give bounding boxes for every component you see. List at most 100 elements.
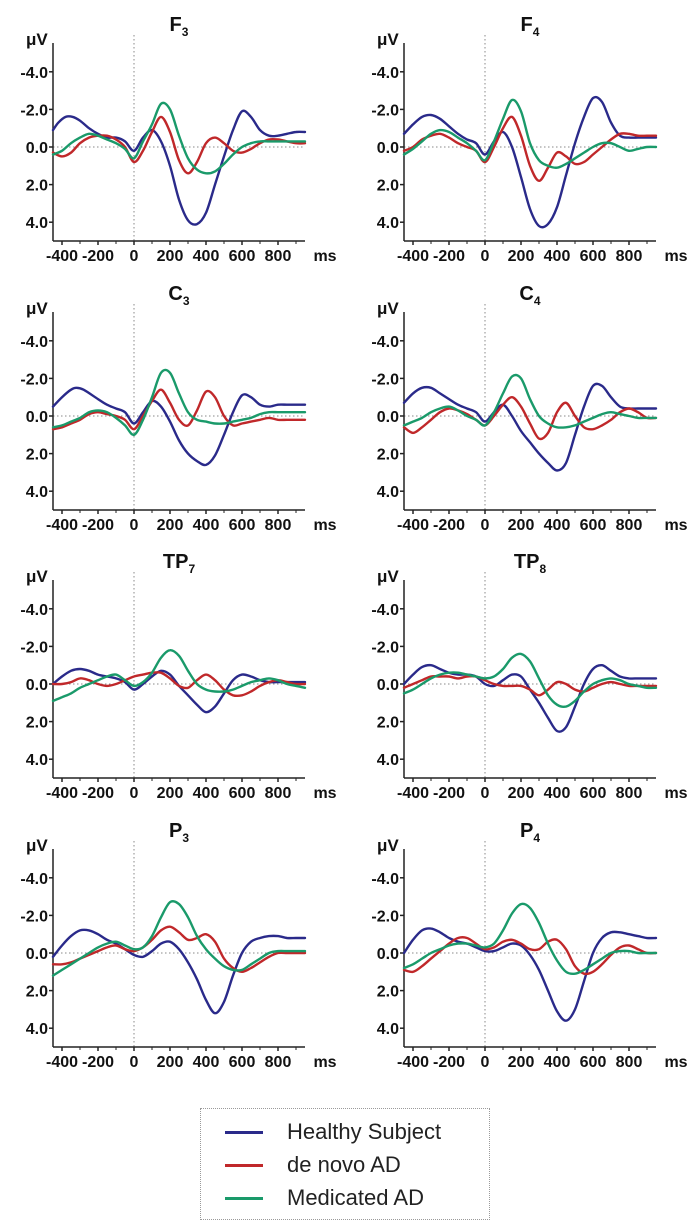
x-tick-label: -400 [397,1054,429,1071]
series-line-healthy [402,95,658,229]
x-tick-label: 400 [193,517,220,534]
y-tick-label: 4.0 [26,1021,48,1038]
x-tick-label: 0 [481,248,490,265]
x-tick-label: -200 [433,785,465,802]
x-unit-label: ms [313,517,336,534]
y-tick-label: -4.0 [20,334,48,351]
x-tick-label: 400 [193,248,220,265]
y-unit-label: μV [26,30,48,49]
x-tick-label: 0 [481,1054,490,1071]
x-tick-label: 800 [265,517,292,534]
y-tick-label: 0.0 [377,677,399,694]
x-tick-label: 800 [616,248,643,265]
x-tick-label: 0 [130,248,139,265]
y-unit-label: μV [26,567,48,586]
x-tick-label: -200 [82,785,114,802]
y-tick-label: -4.0 [371,871,399,888]
x-tick-label: 800 [616,785,643,802]
panel-title-c3: C3 [168,283,189,308]
y-tick-label: 0.0 [26,946,48,963]
panel-c4: C4 μV -4.0 -2.0 0.0 2.0 4.0 -400 -200 0 200 400 600 8… [371,283,687,534]
panel-title-sub-tp7: 7 [188,562,195,576]
legend-item-medicated: Medicated AD [225,1183,424,1213]
legend-swatch-healthy [225,1130,263,1134]
panel-c3: C3 μV -4.0 -2.0 0.0 2.0 4.0 -400 -200 0 200 400 600 8… [20,283,336,534]
panel-title-main-p3: P [169,820,182,842]
x-tick-label: -400 [46,1054,78,1071]
x-tick-label: 200 [157,785,184,802]
legend-label-denovo: de novo AD [287,1152,401,1177]
panel-title-sub-tp8: 8 [539,562,546,576]
x-tick-label: 400 [193,785,220,802]
panel-title-main-f3: F [170,14,182,36]
series-line-medicated [402,373,658,429]
y-tick-label: 0.0 [26,140,48,157]
y-tick-label: -2.0 [20,102,48,119]
x-tick-label: -400 [46,785,78,802]
y-tick-label: 0.0 [377,140,399,157]
panel-title-main-p4: P [520,820,533,842]
x-tick-label: -400 [397,248,429,265]
series-line-medicated [402,902,658,976]
y-tick-label: 2.0 [26,178,48,195]
panel-title-tp8: TP8 [514,551,547,576]
x-tick-label: 0 [130,517,139,534]
panel-p4: P4 μV -4.0 -2.0 0.0 2.0 4.0 -400 -200 0 200 400 600 8… [371,820,687,1071]
x-tick-label: 800 [616,1054,643,1071]
x-tick-label: -200 [433,248,465,265]
panel-title-c4: C4 [519,283,540,308]
y-tick-label: -4.0 [20,871,48,888]
y-tick-label: 4.0 [26,484,48,501]
x-tick-label: 800 [265,785,292,802]
series-line-denovo [402,674,658,697]
y-tick-label: -2.0 [20,908,48,925]
x-unit-label: ms [664,517,687,534]
panel-title-main-f4: F [521,14,533,36]
panel-title-p3: P3 [169,820,189,845]
y-tick-label: 2.0 [26,447,48,464]
x-tick-label: 600 [580,248,607,265]
x-tick-label: 400 [544,517,571,534]
panel-title-f4: F4 [521,14,540,39]
panel-title-sub-p4: 4 [533,831,540,845]
x-tick-label: 400 [544,248,571,265]
x-tick-label: 200 [508,1054,535,1071]
panel-tp7: TP7 μV -4.0 -2.0 0.0 2.0 4.0 -400 -200 0 200 400 600… [20,551,336,802]
x-tick-label: 800 [265,1054,292,1071]
x-tick-label: 800 [265,248,292,265]
x-tick-label: 400 [544,1054,571,1071]
y-unit-label: μV [377,299,399,318]
series-line-healthy [402,382,658,472]
legend-label-healthy: Healthy Subject [287,1119,442,1144]
series-line-healthy [402,927,658,1022]
panel-title-p4: P4 [520,820,540,845]
x-tick-label: 600 [580,517,607,534]
x-unit-label: ms [664,248,687,265]
panel-title-main-tp7: TP [163,551,189,573]
x-tick-label: 400 [544,785,571,802]
y-tick-label: -2.0 [20,639,48,656]
y-unit-label: μV [26,299,48,318]
x-tick-label: 200 [508,517,535,534]
x-tick-label: -400 [46,517,78,534]
y-tick-label: 4.0 [26,752,48,769]
panel-title-f3: F3 [170,14,189,39]
y-tick-label: 2.0 [377,178,399,195]
x-tick-label: 0 [481,517,490,534]
panel-title-sub-c3: 3 [183,294,190,308]
y-tick-label: 0.0 [26,409,48,426]
series-line-medicated [51,101,307,175]
x-tick-label: 400 [193,1054,220,1071]
x-tick-label: 200 [508,785,535,802]
y-tick-label: -4.0 [20,602,48,619]
x-unit-label: ms [313,1054,336,1071]
series-line-medicated [51,899,307,977]
panel-title-main-tp8: TP [514,551,540,573]
x-tick-label: 600 [229,785,256,802]
x-tick-label: -200 [82,1054,114,1071]
series-line-healthy [51,386,307,467]
x-tick-label: 600 [580,785,607,802]
panel-title-tp7: TP7 [163,551,196,576]
legend-label-medicated: Medicated AD [287,1185,424,1210]
